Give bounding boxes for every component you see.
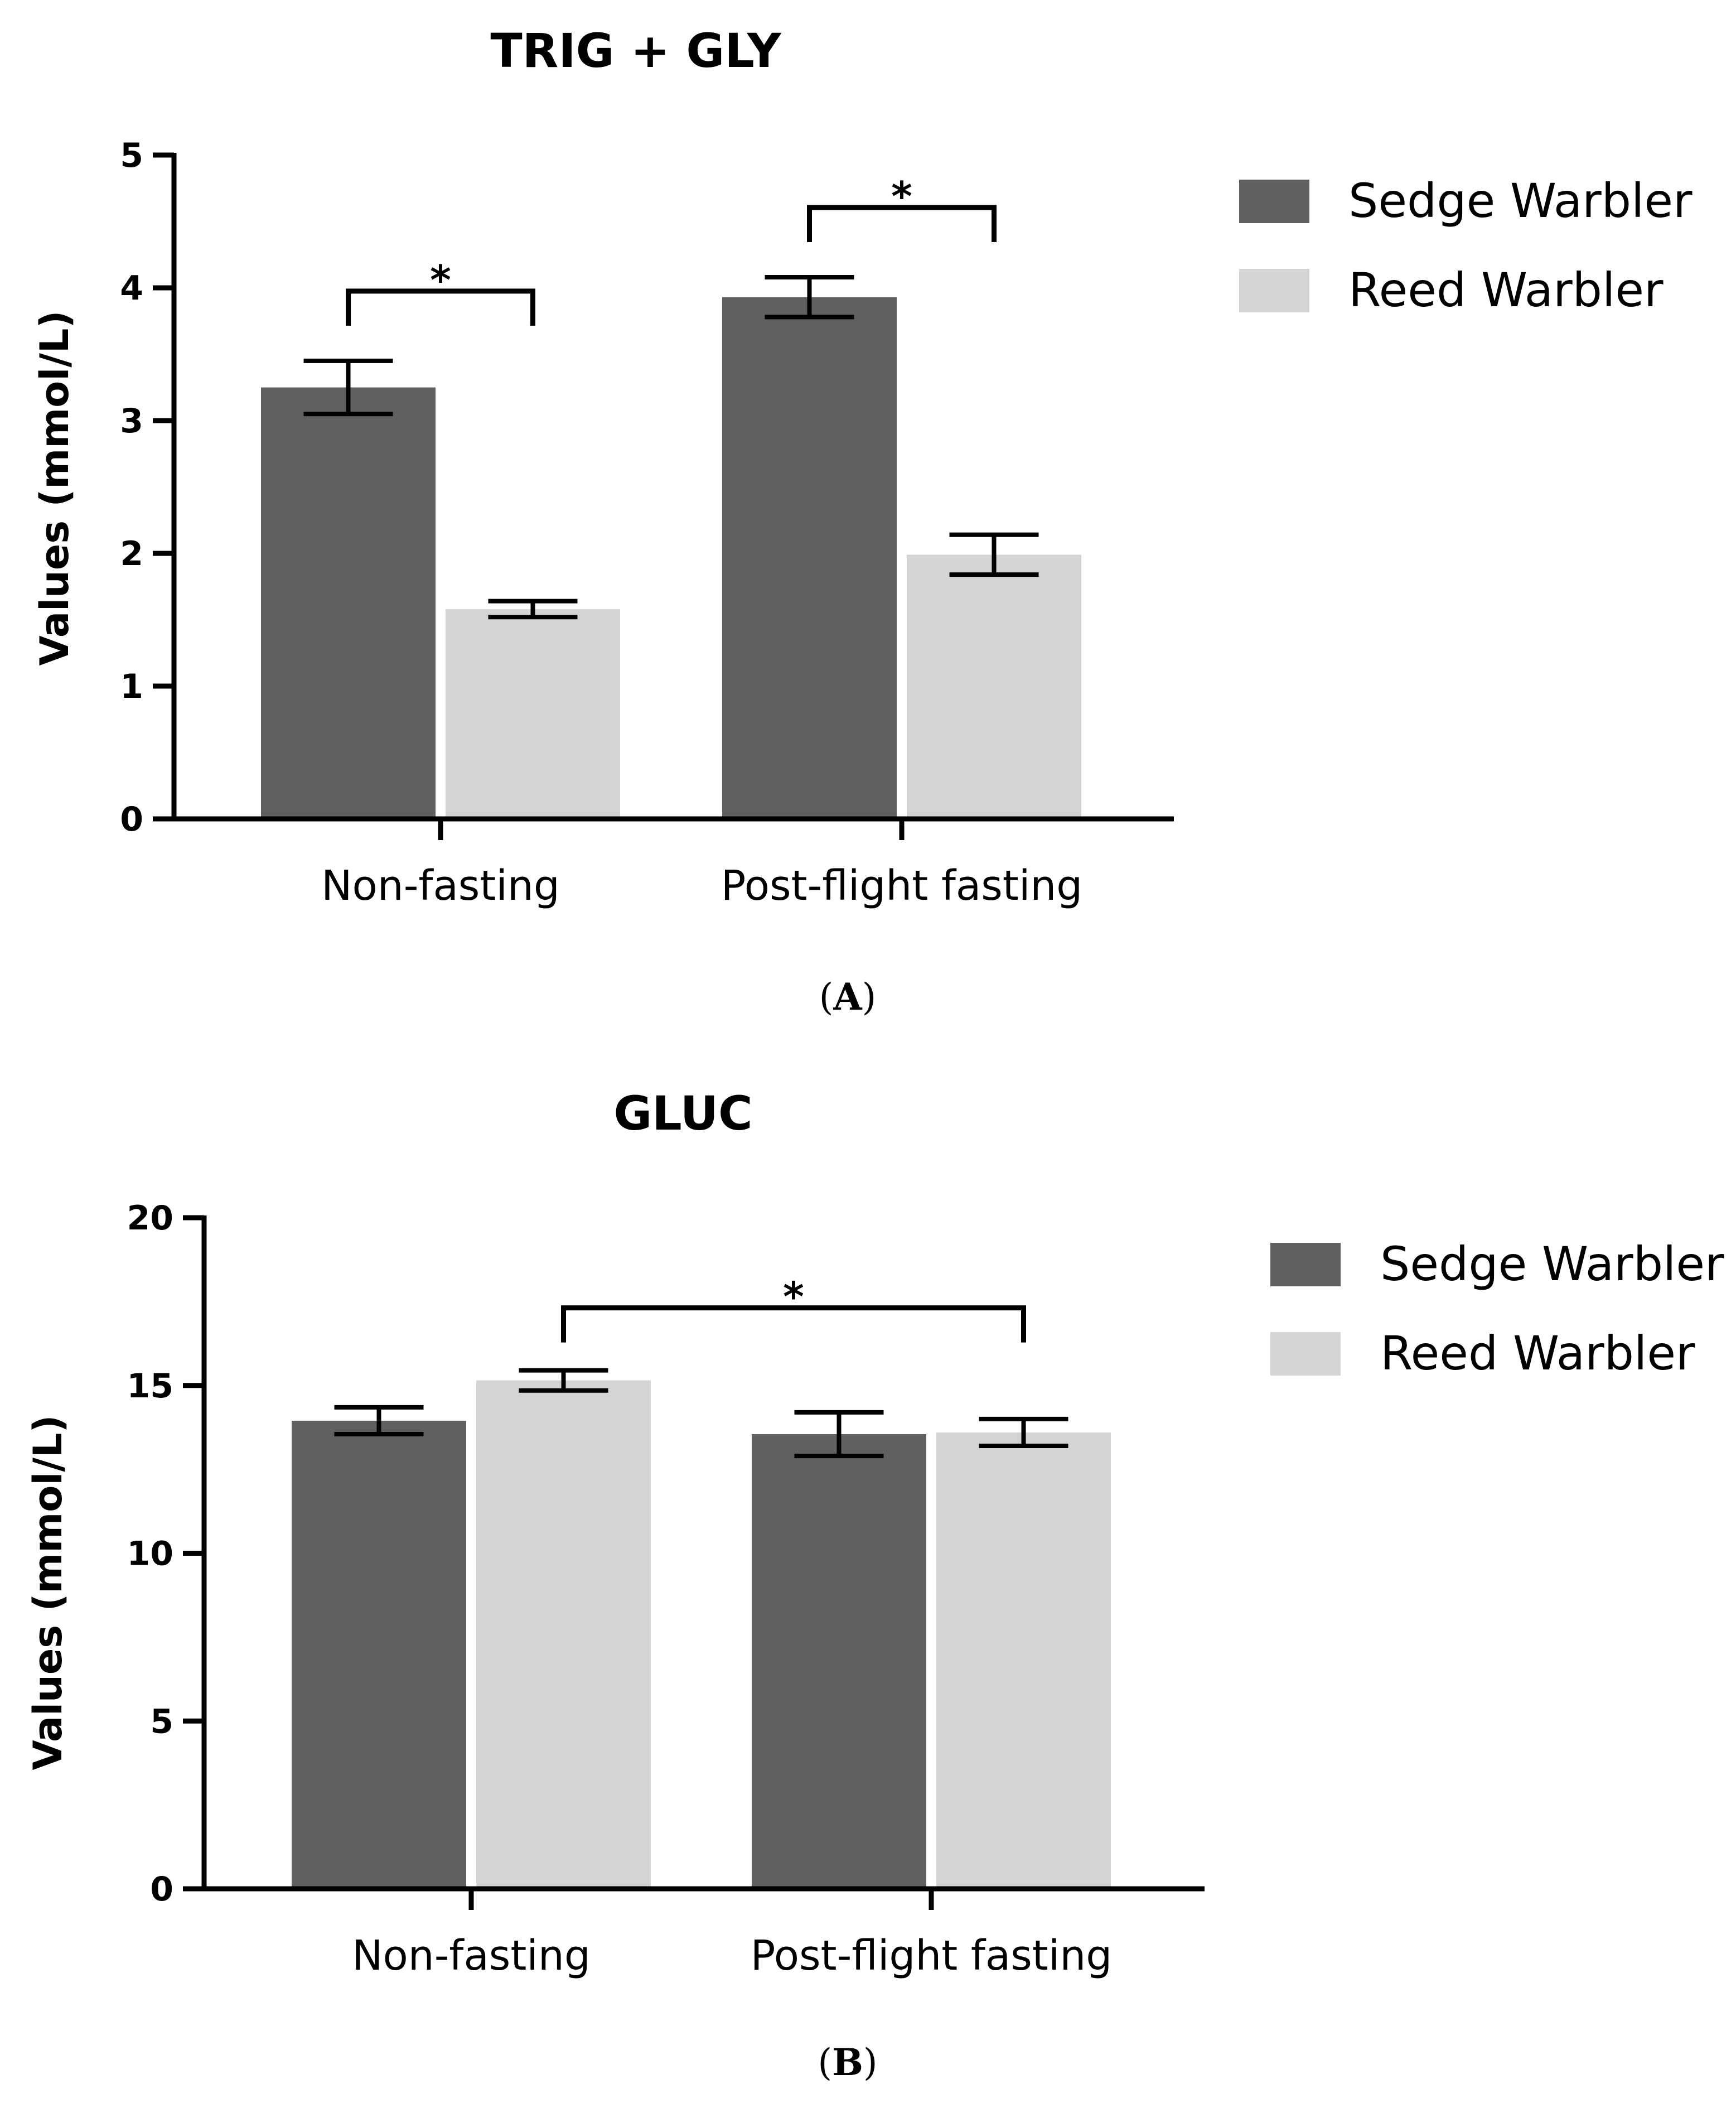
legend-swatch-sedge-warbler — [1270, 1243, 1341, 1286]
panel-b-legend: Sedge Warbler Reed Warbler — [1270, 1237, 1724, 1381]
significance-star: * — [430, 257, 451, 303]
significance-bracket-2: * — [807, 173, 997, 242]
bracket-line — [807, 205, 997, 242]
significance-star: * — [891, 173, 912, 220]
y-tick-label: 15 — [127, 1367, 174, 1406]
x-tick-label-non-fasting: Non-fasting — [352, 1932, 591, 1980]
y-tick-label: 0 — [120, 800, 143, 839]
bar-sedge-warbler-non-fasting — [261, 387, 436, 819]
error-bar-reed-warbler-non-fasting — [488, 599, 578, 620]
bar-reed-warbler-non-fasting — [446, 609, 620, 819]
panel-a-plot: 0 1 2 3 4 5 Non-fasting Post-flight fasting * * — [120, 136, 1174, 910]
panel-a-title: TRIG + GLY — [490, 23, 781, 78]
x-tick-label-post-flight-fasting: Post-flight fasting — [751, 1932, 1113, 1980]
error-bar-reed-warbler-post-flight-fasting — [979, 1416, 1068, 1449]
y-tick-label: 4 — [120, 269, 143, 308]
bar-reed-warbler-non-fasting — [476, 1380, 651, 1889]
error-bar-reed-warbler-non-fasting — [519, 1368, 608, 1393]
significance-star: * — [783, 1274, 804, 1320]
panel-a: TRIG + GLY Values (mmol/L) 0 1 2 3 4 5 Non-fas… — [32, 23, 1693, 1019]
legend-swatch-reed-warbler — [1239, 269, 1309, 312]
error-bar-reed-warbler-post-flight-fasting — [949, 532, 1039, 577]
bar-sedge-warbler-post-flight-fasting — [752, 1434, 926, 1889]
error-bar-sedge-warbler-post-flight-fasting — [765, 274, 854, 320]
error-bar-sedge-warbler-non-fasting — [334, 1405, 424, 1436]
panel-a-label: (A) — [819, 975, 877, 1019]
y-tick-label: 1 — [120, 667, 143, 706]
panel-a-ylabel: Values (mmol/L) — [32, 310, 78, 665]
y-tick-label: 20 — [127, 1199, 174, 1238]
panel-a-legend: Sedge Warbler Reed Warbler — [1239, 173, 1693, 317]
panel-b-ylabel: Values (mmol/L) — [25, 1415, 71, 1770]
x-tick-label-non-fasting: Non-fasting — [321, 862, 560, 910]
panel-b-title: GLUC — [613, 1086, 752, 1141]
y-tick-label: 0 — [150, 1870, 173, 1909]
bar-sedge-warbler-non-fasting — [292, 1420, 466, 1889]
legend-swatch-sedge-warbler — [1239, 180, 1309, 223]
bracket-line — [561, 1305, 1026, 1343]
y-tick-label: 5 — [120, 136, 143, 175]
panel-b-plot: 0 5 10 15 20 Non-fasting Post-flight fasting * — [127, 1199, 1205, 1980]
legend-swatch-reed-warbler — [1270, 1332, 1341, 1376]
error-bar-sedge-warbler-post-flight-fasting — [794, 1410, 884, 1459]
bar-reed-warbler-post-flight-fasting — [936, 1432, 1111, 1889]
y-tick-label: 10 — [127, 1535, 174, 1574]
legend-label-reed-warbler: Reed Warbler — [1348, 263, 1664, 317]
y-tick-label: 2 — [120, 534, 143, 573]
y-tick-label: 5 — [150, 1702, 173, 1741]
x-tick-label-post-flight-fasting: Post-flight fasting — [721, 862, 1083, 910]
legend-label-sedge-warbler: Sedge Warbler — [1348, 173, 1693, 228]
error-bar-sedge-warbler-non-fasting — [303, 358, 393, 417]
panel-b-label: (B) — [818, 2041, 877, 2084]
bar-reed-warbler-post-flight-fasting — [907, 554, 1081, 819]
bracket-line — [346, 288, 535, 326]
legend-label-sedge-warbler: Sedge Warbler — [1380, 1237, 1724, 1291]
y-tick-label: 3 — [120, 402, 143, 441]
bar-sedge-warbler-post-flight-fasting — [722, 297, 897, 819]
significance-bracket-1: * — [346, 257, 535, 326]
panel-b: GLUC Values (mmol/L) 0 5 10 15 20 Non-fasting… — [25, 1086, 1724, 2084]
legend-label-reed-warbler: Reed Warbler — [1380, 1326, 1695, 1381]
significance-bracket-1: * — [561, 1274, 1026, 1343]
